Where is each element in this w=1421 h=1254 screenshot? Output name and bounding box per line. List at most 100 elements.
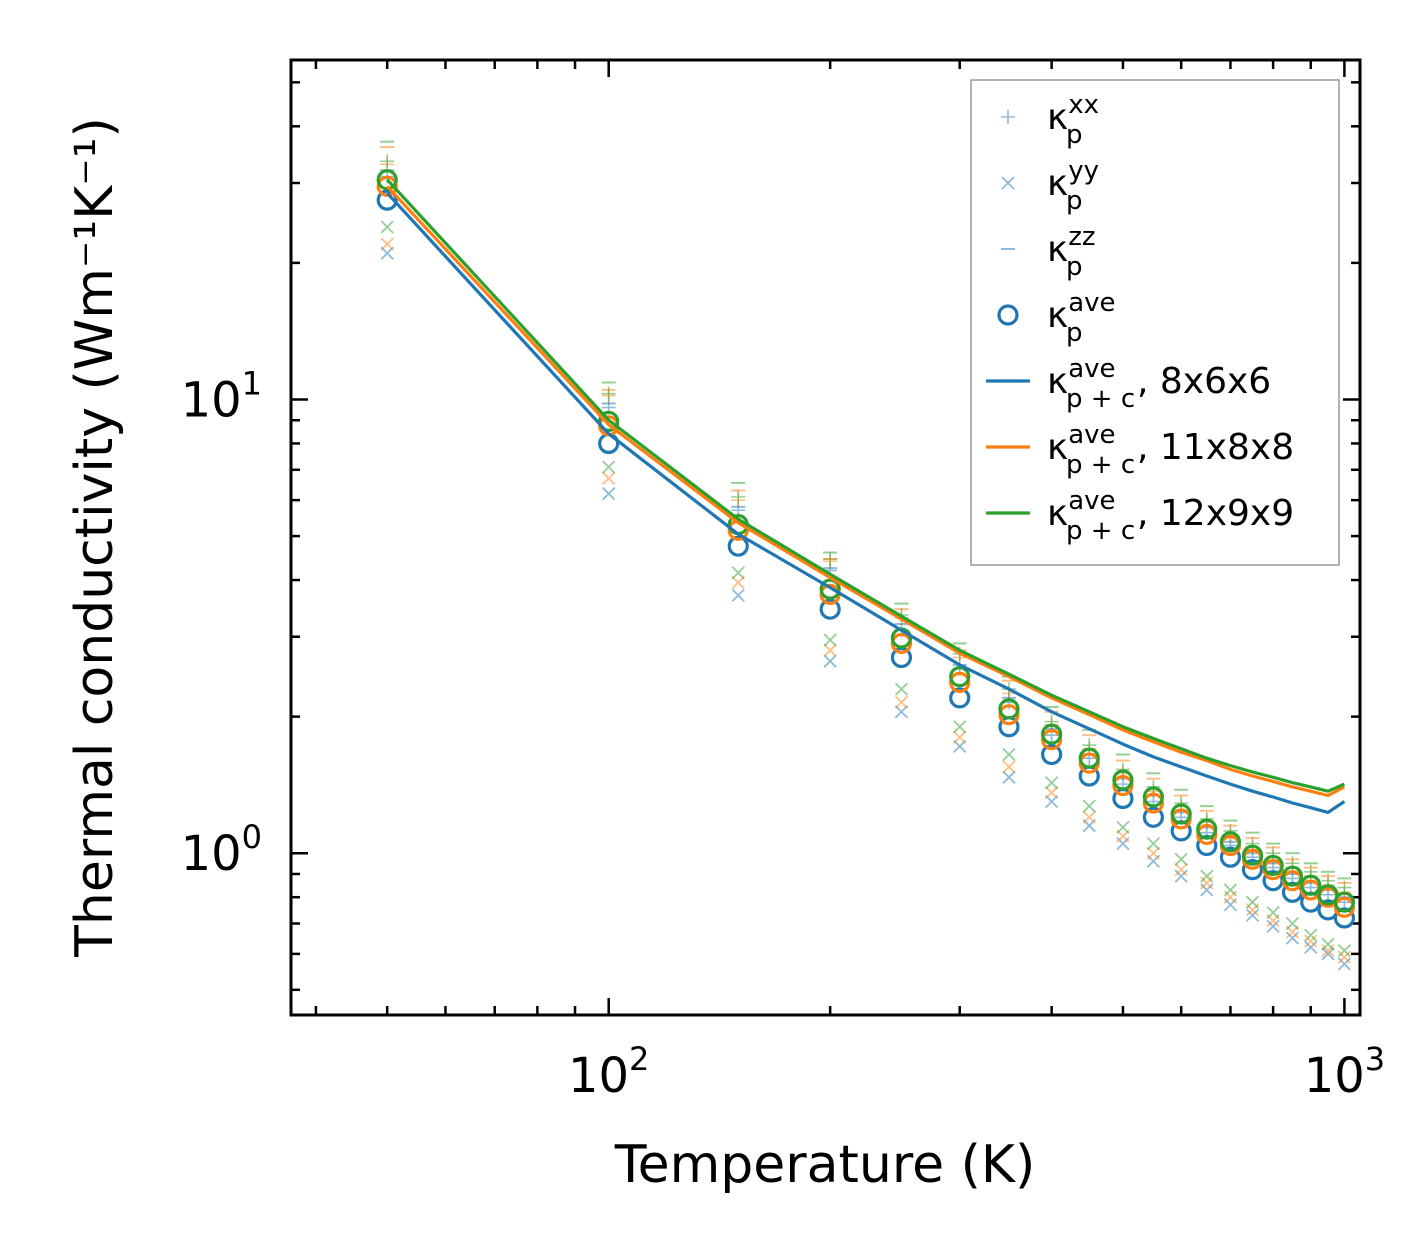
data-point — [380, 220, 394, 234]
legend-subscript: p — [1066, 186, 1083, 216]
data-point — [731, 588, 745, 603]
data-point — [380, 237, 394, 251]
data-point — [1241, 859, 1264, 881]
legend-label: κzz p — [1047, 222, 1096, 282]
data-point — [1196, 834, 1218, 857]
data-point — [1142, 786, 1164, 808]
data-point — [1300, 874, 1322, 896]
series-14 — [386, 178, 1346, 793]
series-line — [386, 185, 1346, 798]
data-point — [1146, 846, 1161, 860]
data-point — [1041, 723, 1063, 745]
data-point — [1002, 770, 1016, 784]
data-point — [1002, 747, 1016, 762]
legend-marker-swatch — [1001, 110, 1015, 124]
legend-subscript: p — [1066, 252, 1083, 282]
legend-superscript: ave — [1068, 486, 1115, 516]
legend-kappa: κ — [1047, 97, 1068, 138]
plot-frame — [289, 58, 1362, 1017]
data-point — [894, 682, 909, 696]
data-point — [1002, 760, 1016, 774]
data-point — [376, 169, 398, 191]
legend-label: κave p + c, 8x6x6 — [1047, 354, 1271, 414]
data-point — [819, 598, 841, 620]
legend-subscript: p + c — [1066, 450, 1135, 480]
data-point — [949, 666, 971, 688]
data-point — [1196, 818, 1218, 840]
data-point — [1245, 908, 1260, 922]
series-7 — [380, 146, 1352, 884]
data-point — [1174, 796, 1189, 811]
y-tick-label-1: 100 — [181, 818, 262, 882]
data-point — [819, 578, 841, 600]
data-point — [731, 575, 745, 590]
data-point — [1174, 869, 1188, 883]
legend-superscript: xx — [1068, 90, 1099, 120]
data-point — [1200, 869, 1214, 883]
legend-label: κyy p — [1047, 156, 1099, 216]
legend-entry-0: κxx p — [1001, 90, 1099, 150]
data-point — [1266, 919, 1280, 933]
data-point — [1174, 852, 1188, 866]
data-point — [894, 705, 909, 719]
x-tick-label-100: 102 — [568, 1040, 649, 1104]
data-point — [1333, 907, 1356, 929]
data-point — [380, 154, 395, 169]
legend-suffix: , 11x8x8 — [1137, 427, 1294, 468]
data-point — [1241, 844, 1264, 866]
data-point — [1082, 799, 1096, 813]
legend-frame — [970, 79, 1340, 566]
series-line — [386, 178, 1346, 793]
legend-subscript: p + c — [1066, 516, 1135, 546]
data-point — [731, 489, 746, 504]
data-point — [1112, 769, 1134, 791]
legend-kappa: κ — [1047, 493, 1068, 534]
data-point — [823, 643, 837, 657]
data-point — [727, 535, 749, 557]
data-point — [894, 695, 909, 710]
data-point — [1223, 883, 1238, 897]
data-point — [602, 471, 616, 486]
legend-superscript: ave — [1068, 288, 1115, 318]
data-point — [1321, 937, 1335, 951]
data-point — [1142, 792, 1164, 814]
data-point — [1116, 820, 1130, 835]
data-point — [602, 460, 616, 474]
data-point — [376, 189, 398, 211]
data-point — [1337, 943, 1352, 958]
data-point — [1262, 854, 1284, 877]
data-point — [1285, 916, 1300, 931]
y-tick-label-10: 101 — [181, 364, 262, 428]
data-point — [1266, 905, 1280, 920]
legend-kappa: κ — [1047, 229, 1068, 270]
legend-superscript: ave — [1068, 354, 1115, 384]
data-point — [998, 698, 1020, 720]
data-point — [731, 566, 745, 580]
legend-kappa: κ — [1047, 295, 1068, 336]
data-point — [1142, 806, 1164, 828]
data-point — [1219, 846, 1242, 868]
legend-superscript: zz — [1068, 222, 1095, 252]
plot-data — [376, 140, 1356, 971]
data-point — [1304, 934, 1318, 948]
data-point — [1078, 747, 1100, 769]
data-point — [949, 671, 971, 693]
x-axis-label: Temperature (K) — [614, 1135, 1036, 1195]
data-point — [1321, 947, 1335, 961]
series-12 — [386, 192, 1346, 815]
legend-entry-5: κave p + c, 11x8x8 — [986, 420, 1294, 480]
data-point — [1041, 743, 1063, 766]
series-11 — [376, 169, 1356, 913]
series-line — [386, 192, 1346, 815]
legend-subscript: p — [1066, 318, 1083, 348]
legend-label: κave p + c, 12x9x9 — [1047, 486, 1294, 546]
legend-suffix: , 8x6x6 — [1137, 361, 1271, 402]
data-point — [953, 720, 967, 734]
data-point — [1170, 803, 1192, 825]
data-point — [598, 410, 620, 432]
x-tick-label-1000: 103 — [1304, 1040, 1385, 1104]
series-13 — [386, 185, 1346, 798]
data-point — [1045, 776, 1059, 790]
legend-subscript: p + c — [1066, 384, 1135, 414]
legend-entry-2: κzz p — [1001, 222, 1096, 282]
